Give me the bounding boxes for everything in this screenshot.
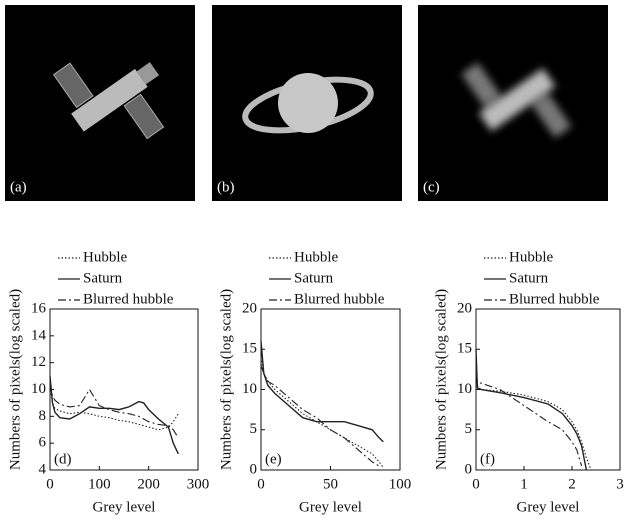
legend-entry: Saturn [509,270,549,286]
y-tick-label: 5 [250,421,258,437]
plot-frame [260,308,401,471]
y-tick-label: 15 [242,341,257,357]
x-tick-label: 2 [568,476,576,492]
x-tick-label: 0 [257,476,265,492]
series-line [49,376,179,455]
legend-entry: Blurred hubble [83,291,174,307]
y-tick-label: 20 [457,300,472,316]
x-tick-label: 300 [187,476,210,492]
image-b: (b) [212,5,402,201]
x-axis-label: Grey level [93,499,156,515]
y-tick-label: 6 [39,435,47,451]
image-a: (a) [5,5,195,201]
x-tick-label: 100 [88,476,111,492]
x-axis-label: Grey level [517,499,580,515]
panel-label: (f) [480,451,495,467]
x-tick-label: 0 [46,476,54,492]
y-tick-label: 0 [465,461,473,477]
series-line [49,382,179,439]
series-line [49,386,179,431]
plot-frame [475,308,621,471]
x-tick-label: 3 [616,476,624,492]
panel-label: (e) [265,451,282,467]
y-tick-label: 10 [242,381,257,397]
x-tick-label: 1 [520,476,528,492]
image-label: (c) [423,179,440,195]
y-tick-label: 12 [31,354,46,370]
y-tick-label: 10 [31,381,46,397]
x-axis-label: Grey level [299,499,362,515]
y-tick-label: 15 [457,341,472,357]
series-line [475,373,583,467]
y-axis-label: Numbers of pixels(log scaled) [218,289,234,470]
y-tick-label: 4 [39,461,47,477]
x-tick-label: 100 [389,476,412,492]
plot-frame [49,308,199,471]
y-tick-label: 5 [465,421,473,437]
x-tick-label: 0 [472,476,480,492]
y-tick-label: 8 [39,408,47,424]
y-tick-label: 0 [250,461,258,477]
legend-entry: Blurred hubble [294,291,385,307]
legend-entry: Hubble [294,249,339,265]
series-line [475,349,588,471]
legend-entry: Saturn [83,270,123,286]
legend-entry: Blurred hubble [509,291,600,307]
legend-entry: Hubble [509,249,554,265]
y-tick-label: 14 [31,327,47,343]
y-axis-label: Numbers of pixels(log scaled) [7,289,23,470]
image-label: (a) [10,179,27,195]
x-tick-label: 200 [137,476,160,492]
image-label: (b) [217,179,235,195]
x-tick-label: 50 [323,476,338,492]
y-tick-label: 10 [457,381,472,397]
series-line [260,341,384,443]
panel-label: (d) [54,451,72,467]
legend-entry: Saturn [294,270,334,286]
y-tick-label: 20 [242,300,257,316]
series-line [260,365,380,467]
legend-entry: Hubble [83,249,128,265]
y-tick-label: 16 [31,300,47,316]
y-axis-label: Numbers of pixels(log scaled) [433,289,449,470]
image-c: (c) [418,5,608,201]
